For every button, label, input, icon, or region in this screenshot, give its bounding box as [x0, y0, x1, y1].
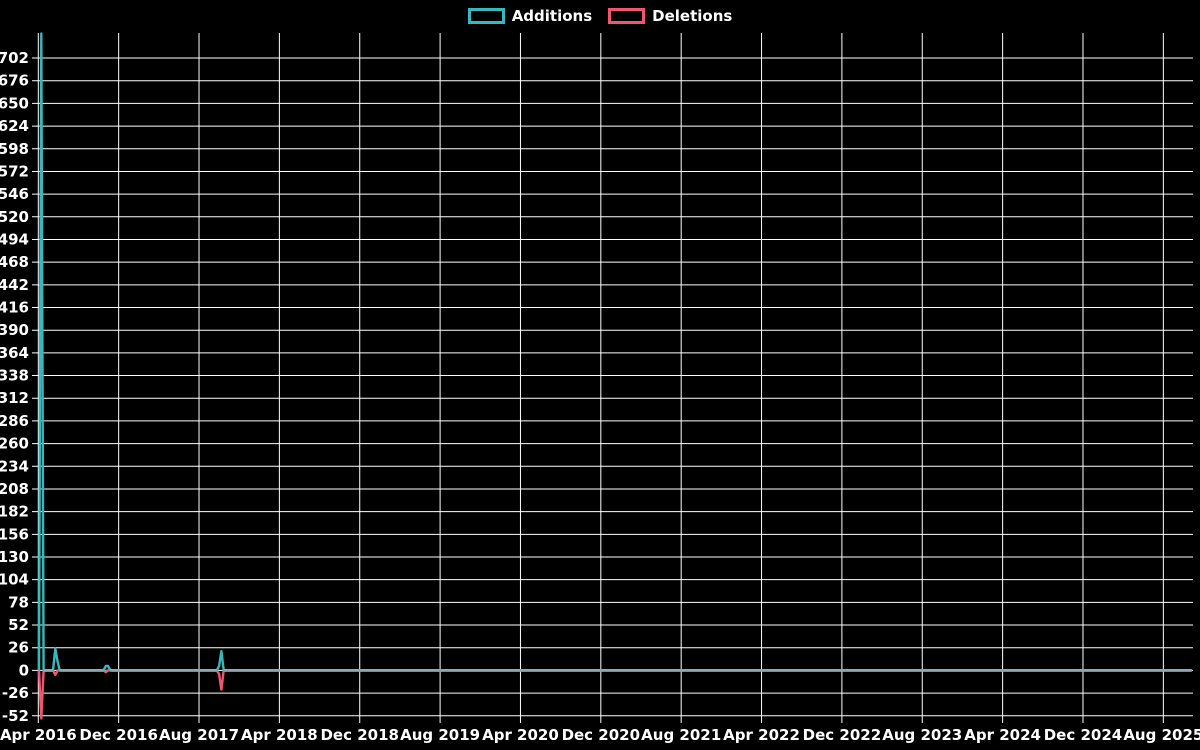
x-tick-label: Aug 2017: [159, 726, 239, 744]
y-tick-label: 468: [0, 253, 29, 271]
y-tick-label: -52: [2, 707, 29, 725]
y-tick-label: 416: [0, 299, 29, 317]
y-tick-label: 676: [0, 72, 29, 90]
y-tick-label: 442: [0, 276, 29, 294]
y-tick-label: 494: [0, 230, 29, 248]
x-tick-label: Dec 2018: [320, 726, 399, 744]
y-tick-label: 130: [0, 548, 29, 566]
y-tick-label: 156: [0, 525, 29, 543]
y-tick-label: 572: [0, 162, 29, 180]
y-tick-label: 390: [0, 321, 29, 339]
legend-label-additions: Additions: [511, 7, 593, 25]
legend-item-additions[interactable]: Additions: [467, 7, 593, 25]
y-tick-label: 624: [0, 117, 29, 135]
y-tick-label: 520: [0, 208, 29, 226]
x-tick-label: Dec 2020: [562, 726, 641, 744]
y-tick-label: 0: [19, 661, 29, 679]
gridlines: Apr 2016 Dec 2016 Aug 2017 Apr 2018 Dec 2018…: [0, 33, 1200, 744]
legend-label-deletions: Deletions: [652, 7, 733, 25]
y-tick-label: 208: [0, 480, 29, 498]
y-tick-label: 598: [0, 140, 29, 158]
y-tick-label: 702: [0, 49, 29, 67]
x-tick-label: Apr 2018: [241, 726, 318, 744]
x-tick-label: Dec 2016: [79, 726, 158, 744]
x-tick-label: Dec 2024: [1044, 726, 1123, 744]
legend-item-deletions[interactable]: Deletions: [608, 8, 732, 24]
y-tick-label: 546: [0, 185, 29, 203]
y-tick-label: 234: [0, 457, 29, 475]
chart-legend: Additions Deletions: [0, 8, 1200, 24]
series-line-deletions: [37, 669, 1192, 720]
deletions-swatch-icon: [608, 8, 646, 24]
y-tick-label: 78: [8, 593, 29, 611]
y-tick-label: 338: [0, 367, 29, 385]
y-tick-label: -26: [2, 684, 29, 702]
y-tick-label: 260: [0, 435, 29, 453]
y-tick-label: 312: [0, 389, 29, 407]
y-tick-label: 364: [0, 344, 29, 362]
x-tick-label: Aug 2025: [1123, 726, 1200, 744]
x-tick-label: Apr 2024: [964, 726, 1041, 744]
x-tick-label: Aug 2021: [641, 726, 721, 744]
x-tick-label: Aug 2023: [882, 726, 962, 744]
x-tick-label: Apr 2020: [482, 726, 559, 744]
y-tick-label: 182: [0, 503, 29, 521]
series-line-additions: [37, 32, 1192, 672]
y-tick-label: 52: [8, 616, 29, 634]
y-tick-label: 26: [8, 639, 29, 657]
additions-swatch-icon: [467, 8, 505, 24]
y-tick-label: 104: [0, 571, 29, 589]
x-tick-label: Dec 2022: [803, 726, 882, 744]
y-tick-label: 650: [0, 94, 29, 112]
x-tick-label: Aug 2019: [400, 726, 480, 744]
y-tick-label: 286: [0, 412, 29, 430]
x-tick-label: Apr 2016: [0, 726, 77, 744]
x-tick-label: Apr 2022: [723, 726, 800, 744]
